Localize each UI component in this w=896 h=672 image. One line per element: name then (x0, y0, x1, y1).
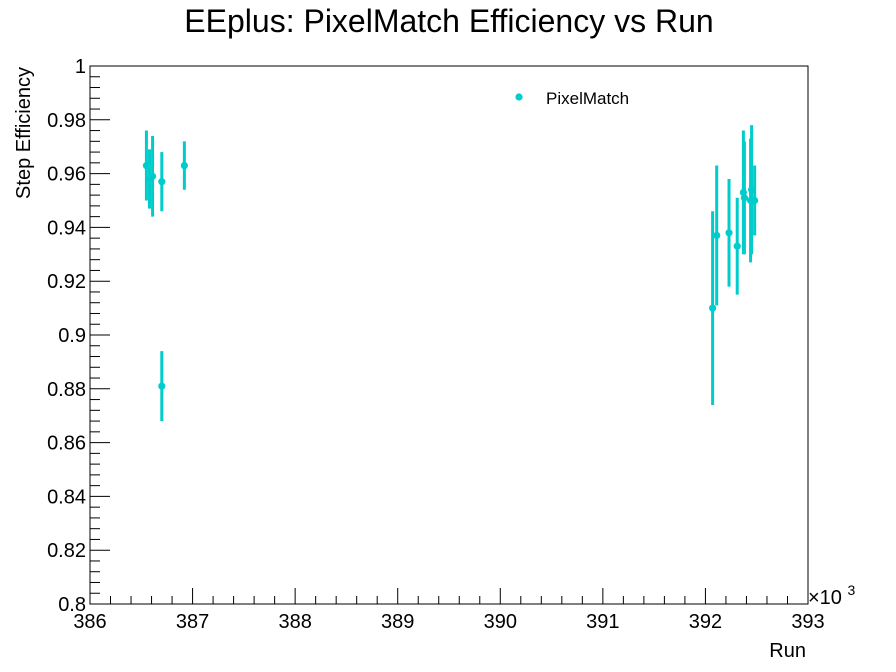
legend: PixelMatch (515, 89, 629, 108)
data-point (709, 304, 717, 312)
y-axis: 0.8 0.82 0.84 0.86 0.88 0.9 0.92 0.94 0.96 0.98 1 (47, 56, 110, 616)
y-tick-label: 0.8 (58, 594, 86, 616)
x-axis: 386 387 388 389 390 391 392 393 (73, 588, 825, 633)
data-point (725, 229, 733, 237)
y-tick-label: 0.82 (47, 540, 86, 562)
y-tick-label: 0.98 (47, 110, 86, 132)
plot-frame (89, 65, 809, 605)
x-tick-label: 393 (791, 611, 824, 633)
data-point (148, 172, 157, 180)
x-axis-label: Run (769, 640, 806, 662)
data-point (733, 242, 741, 250)
data-point (158, 382, 166, 390)
y-tick-label: 0.9 (58, 325, 86, 347)
x-axis-multiplier: ×10 3 (808, 582, 856, 609)
data-points (142, 125, 759, 422)
y-axis-label: Step Efficiency (13, 67, 35, 199)
x-tick-label: 387 (176, 611, 209, 633)
data-point (713, 231, 721, 240)
x-tick-label: 390 (484, 611, 517, 633)
x-tick-label: 388 (278, 611, 311, 633)
y-tick-label: 0.84 (47, 486, 86, 508)
x-tick-label: 392 (689, 611, 722, 633)
y-tick-label: 1 (75, 56, 86, 78)
data-point (180, 161, 188, 170)
x-tick-label: 386 (73, 611, 106, 633)
y-tick-label: 0.88 (47, 379, 86, 401)
y-tick-label: 0.92 (47, 271, 86, 293)
legend-label: PixelMatch (546, 89, 629, 108)
x-tick-label: 391 (586, 611, 619, 633)
data-point (158, 178, 166, 186)
x-tick-label: 389 (381, 611, 414, 633)
data-point (740, 194, 749, 202)
data-point (751, 196, 759, 205)
x-multiplier-exponent: 3 (848, 582, 856, 598)
y-tick-label: 0.86 (47, 433, 86, 455)
y-tick-label: 0.94 (47, 217, 86, 239)
x-multiplier-base: ×10 (808, 587, 842, 609)
chart-title: EEplus: PixelMatch Efficiency vs Run (184, 3, 713, 39)
legend-marker (515, 93, 523, 101)
y-tick-label: 0.96 (47, 164, 86, 186)
